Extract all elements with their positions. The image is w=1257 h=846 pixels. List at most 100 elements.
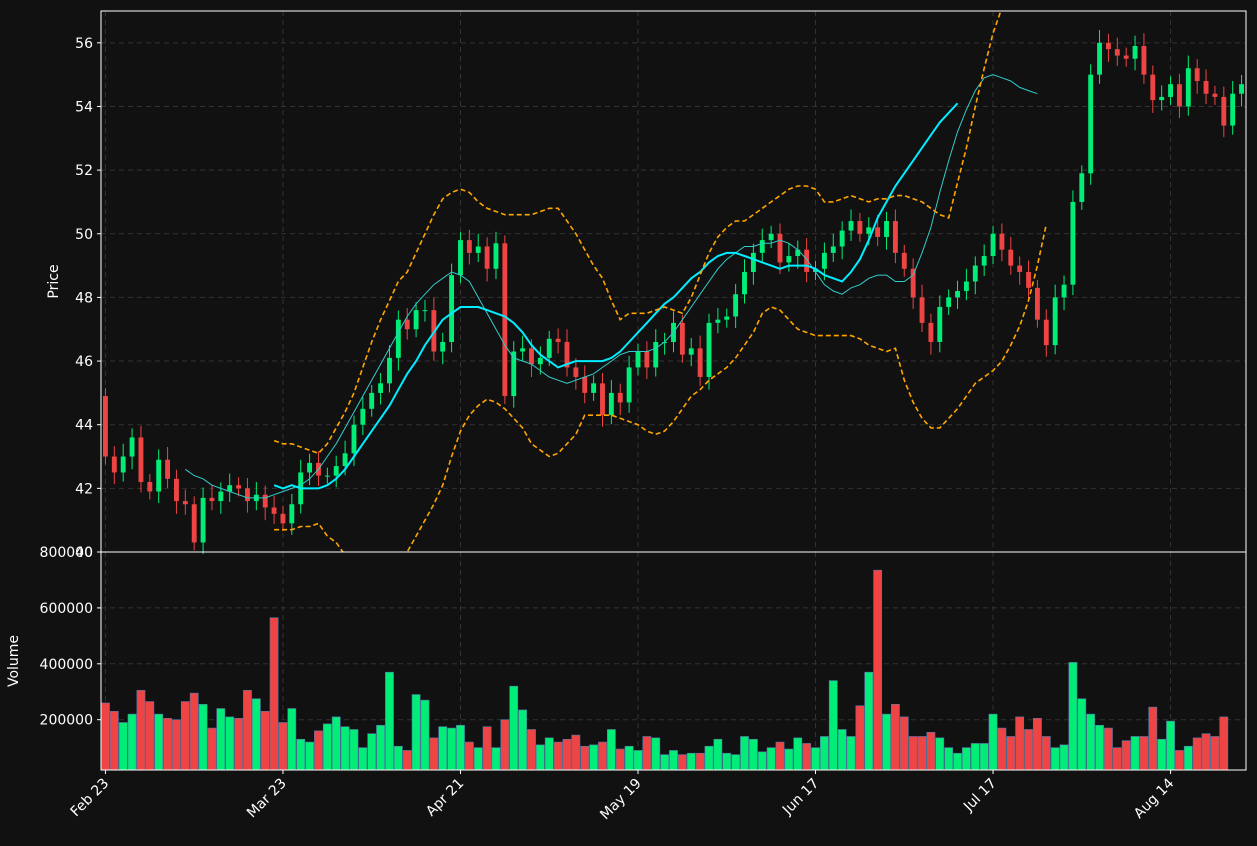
candle-body (200, 497, 206, 543)
volume-bar (660, 754, 670, 771)
candle-body (511, 351, 517, 397)
candle-body (191, 504, 197, 543)
candle-body (1230, 93, 1236, 126)
candle-body (892, 221, 898, 253)
volume-bar (589, 744, 598, 771)
bollinger-lower-band (274, 224, 1048, 552)
volume-bar (731, 754, 741, 771)
candle-body (901, 252, 907, 269)
candle-body (209, 497, 215, 502)
volume-bar (376, 724, 385, 771)
volume-bar (535, 744, 545, 771)
volume-bar (935, 737, 945, 771)
volume-bar (287, 708, 297, 771)
volume-bar (695, 752, 705, 771)
candle-body (759, 240, 765, 253)
volume-bar (322, 723, 332, 771)
volume-bar (1077, 698, 1087, 771)
volume-bar (180, 701, 190, 771)
candle-body (413, 310, 419, 330)
volume-bar (109, 711, 119, 771)
candle-body (848, 221, 854, 231)
price-tick-label: 54 (75, 99, 93, 115)
volume-bar (1033, 717, 1042, 771)
fast-moving-average-line (185, 74, 1038, 499)
volume-bars (101, 569, 1229, 771)
candle-body (466, 240, 472, 253)
volume-bar (402, 750, 412, 771)
volume-bar (189, 692, 199, 771)
candle-body (1141, 46, 1147, 75)
volume-bar (553, 741, 563, 771)
price-axis-label: Price (46, 264, 62, 298)
candle-body (635, 351, 641, 368)
volume-bar (385, 671, 394, 771)
volume-bar (562, 738, 572, 771)
candle-body (697, 348, 703, 377)
candle-body (813, 268, 818, 272)
volume-bar (172, 719, 181, 771)
candle-body (1185, 68, 1191, 107)
candle-body (733, 294, 739, 317)
candle-body (555, 338, 561, 342)
candle-body (1239, 84, 1245, 94)
candle-body (147, 481, 153, 492)
volume-bar (979, 743, 989, 771)
volume-bar (1024, 729, 1033, 771)
volume-bar (944, 747, 954, 771)
candle-body (821, 252, 827, 269)
candle-body (404, 319, 410, 330)
volume-bar (997, 727, 1007, 771)
candle-body (360, 408, 366, 425)
volume-bar (899, 716, 909, 771)
volume-bar (216, 708, 226, 771)
volume-bar (1104, 727, 1113, 771)
volume-bar (1121, 740, 1131, 771)
volume-bar (633, 750, 643, 771)
volume-bar (784, 748, 794, 771)
candle-body (999, 233, 1005, 250)
volume-bar (713, 738, 723, 771)
candle-body (520, 348, 526, 352)
volume-bar (615, 748, 625, 771)
volume-bar (1059, 744, 1069, 771)
price-tick-label: 56 (75, 36, 93, 52)
candle-body (1159, 96, 1165, 101)
volume-bar (243, 690, 252, 771)
candle-body (963, 281, 969, 292)
indicator-lines (185, 11, 1048, 552)
candle-body (795, 249, 801, 257)
volume-bar (962, 747, 971, 771)
candle-body (830, 246, 836, 253)
candle-body (440, 341, 446, 352)
volume-bar (429, 737, 439, 771)
volume-bar (1139, 736, 1149, 771)
candle-body (111, 456, 117, 473)
candle-body (546, 338, 552, 358)
candle-body (573, 367, 579, 377)
volume-bar (882, 713, 891, 771)
volume-bar (580, 745, 590, 771)
candle-body (369, 392, 375, 409)
volume-bar (234, 717, 243, 771)
price-tick-label: 40 (75, 545, 93, 561)
candle-body (1176, 84, 1182, 107)
price-tick-label: 46 (75, 354, 93, 370)
candle-body (324, 475, 330, 477)
candle-body (475, 246, 481, 253)
candle-body (333, 466, 339, 476)
candle-body (884, 221, 889, 237)
volume-bar (447, 727, 456, 771)
volume-bar (1166, 720, 1175, 771)
candle-body (990, 233, 996, 257)
volume-bar (331, 716, 341, 771)
volume-bar (855, 705, 865, 771)
volume-bar (393, 745, 403, 771)
volume-bar (1086, 713, 1096, 771)
candle-body (839, 230, 845, 247)
candle-body (786, 256, 792, 263)
candle-body (102, 396, 108, 457)
volume-bar (464, 741, 474, 771)
volume-bar (970, 743, 980, 771)
